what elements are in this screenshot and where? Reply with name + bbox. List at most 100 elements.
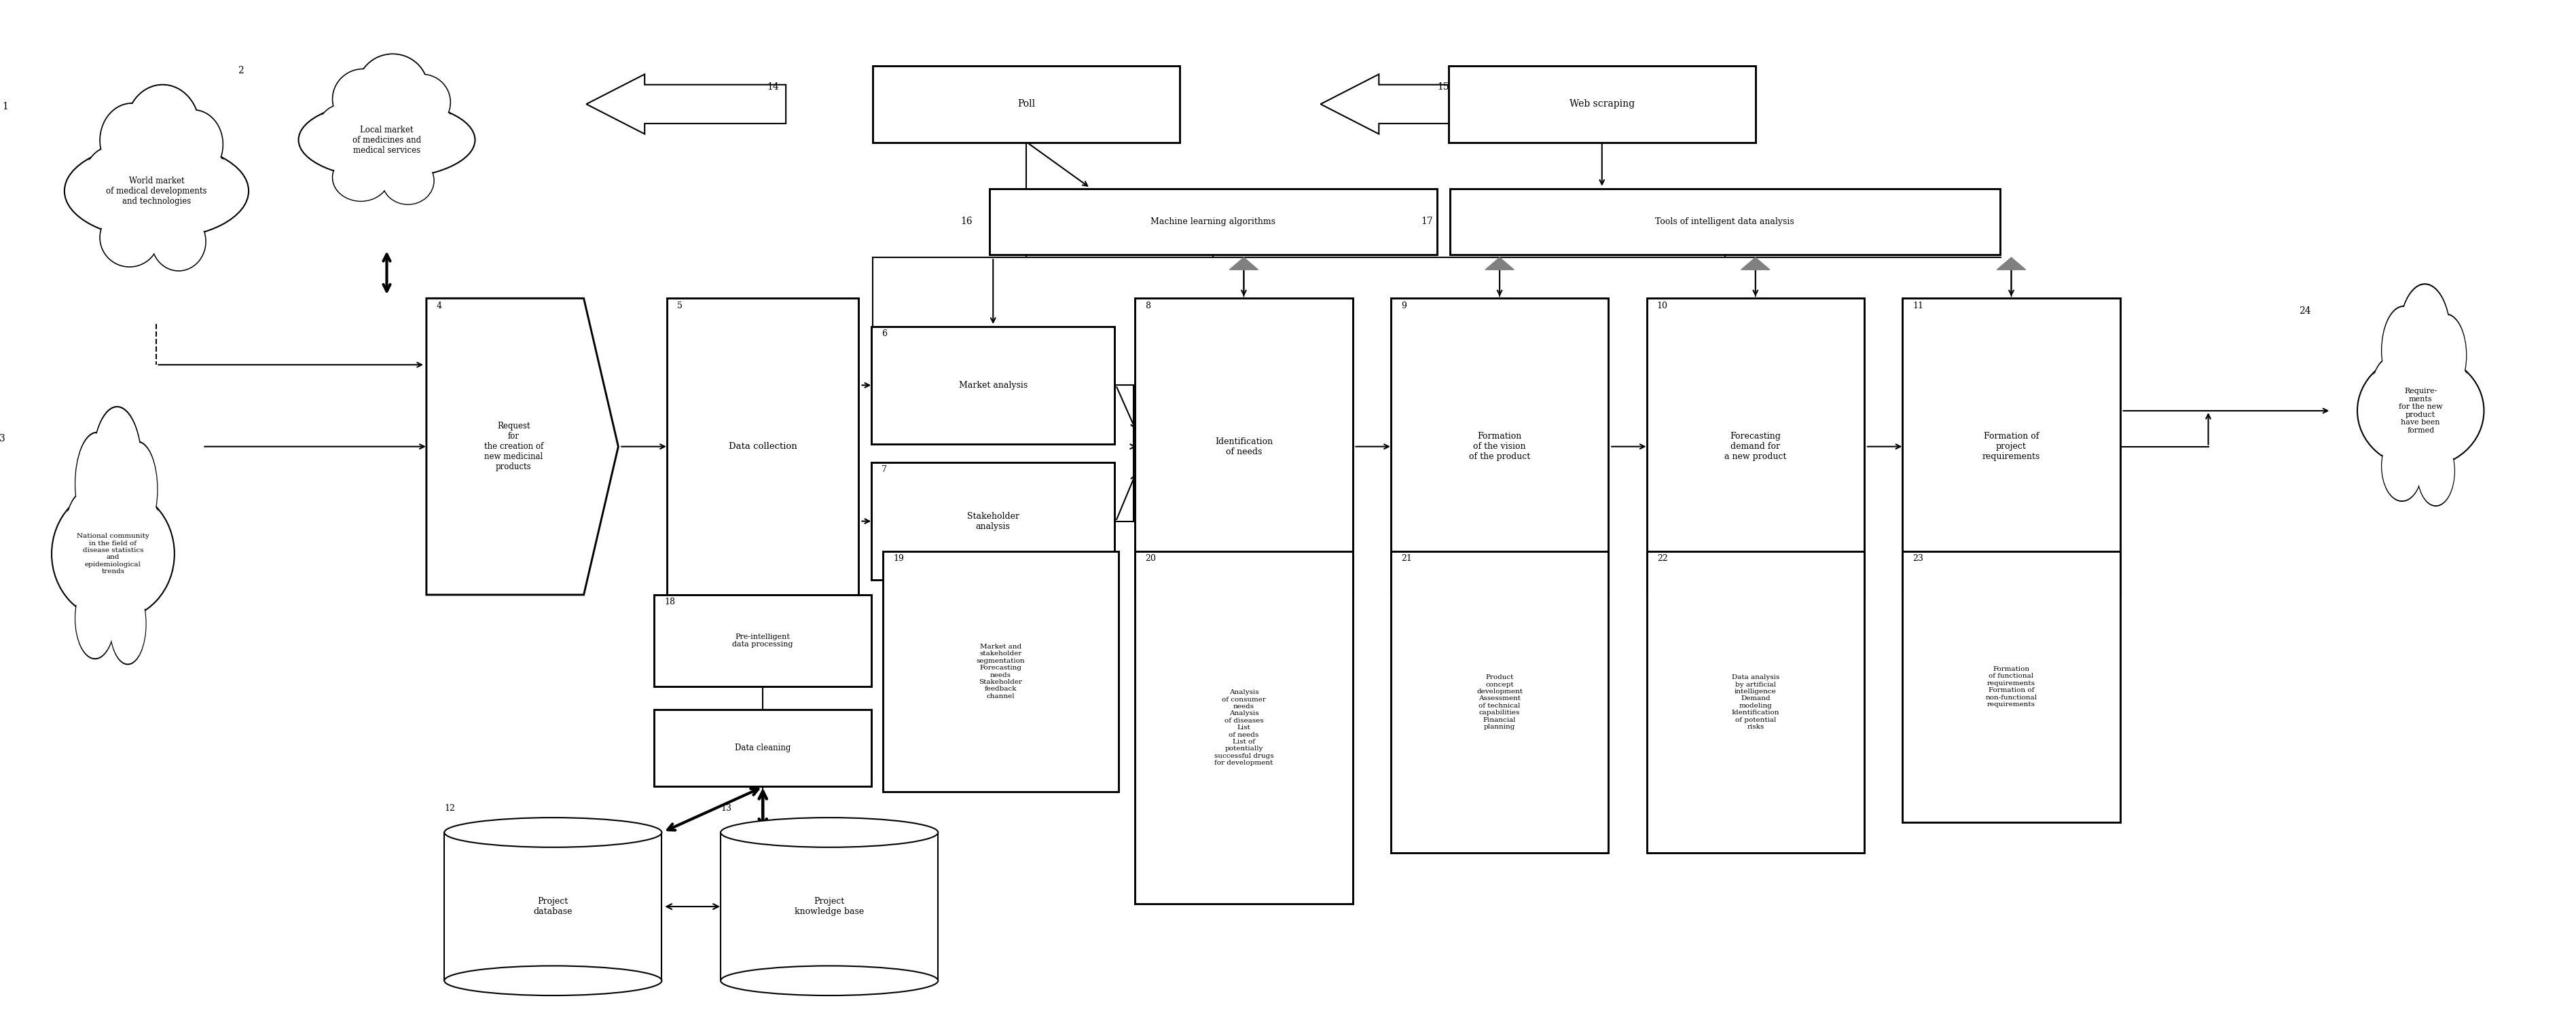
Ellipse shape [299,102,474,179]
Text: World market
of medical developments
and technologies: World market of medical developments and… [106,176,206,205]
Bar [989,189,1437,254]
Ellipse shape [2419,437,2455,505]
Text: 1: 1 [3,102,8,111]
Text: Formation of
project
requirements: Formation of project requirements [1984,432,2040,461]
Text: 24: 24 [2298,306,2311,316]
Ellipse shape [394,75,451,130]
Bar [1646,299,1865,595]
Ellipse shape [152,212,206,271]
Bar [1904,551,2120,822]
Ellipse shape [2401,285,2450,384]
Text: 22: 22 [1656,554,1667,563]
Ellipse shape [332,154,389,201]
Text: Local market
of medicines and
medical services: Local market of medicines and medical se… [353,125,420,155]
Ellipse shape [100,104,165,177]
Polygon shape [587,74,786,134]
Text: 18: 18 [665,598,675,606]
Text: Require-
ments
for the new
product
have been
formed: Require- ments for the new product have … [2398,388,2442,434]
Ellipse shape [721,965,938,995]
Ellipse shape [2416,436,2455,506]
Ellipse shape [317,106,368,164]
Text: Product
concept
development
Assessment
of technical
capabilities
Financial
plann: Product concept development Assessment o… [1476,674,1522,729]
Text: 4: 4 [438,302,443,310]
Text: 11: 11 [1914,302,1924,310]
Polygon shape [1741,258,1770,270]
Text: Market and
stakeholder
segmentation
Forecasting
needs
Stakeholder
feedback
chann: Market and stakeholder segmentation Fore… [976,643,1025,699]
Text: 3: 3 [0,434,5,443]
Ellipse shape [165,110,224,180]
Text: Forecasting
demand for
a new product: Forecasting demand for a new product [1723,432,1788,461]
Text: 8: 8 [1146,302,1151,310]
Ellipse shape [2398,284,2450,386]
Ellipse shape [52,487,175,620]
Text: 23: 23 [1914,554,1924,563]
Ellipse shape [443,965,662,995]
Text: 17: 17 [1422,216,1432,227]
Ellipse shape [410,107,459,162]
Text: 14: 14 [768,82,778,92]
Text: Data collection: Data collection [729,442,796,451]
Bar [654,710,871,787]
Bar [873,66,1180,143]
Ellipse shape [126,85,198,169]
Bar [1391,551,1607,853]
Bar [726,833,933,980]
Polygon shape [1229,258,1257,270]
Ellipse shape [332,155,389,200]
Ellipse shape [2383,306,2427,395]
Ellipse shape [67,145,245,237]
Ellipse shape [93,408,142,522]
Text: 7: 7 [881,466,886,474]
Ellipse shape [82,149,137,221]
Text: 12: 12 [443,803,456,813]
Ellipse shape [100,208,160,267]
Ellipse shape [2360,355,2483,466]
Ellipse shape [2437,361,2470,444]
Bar [1450,189,1999,254]
Ellipse shape [77,434,118,534]
Text: 21: 21 [1401,554,1412,563]
Ellipse shape [317,105,368,164]
Ellipse shape [301,103,471,177]
Ellipse shape [394,75,448,129]
Ellipse shape [384,158,433,203]
Ellipse shape [183,151,229,218]
Text: 2: 2 [237,66,245,76]
Ellipse shape [180,150,229,219]
Text: Pre-intelligent
data processing: Pre-intelligent data processing [732,633,793,648]
Ellipse shape [129,497,162,593]
Ellipse shape [54,489,173,618]
Ellipse shape [2383,432,2421,500]
Text: Formation
of functional
requirements
Formation of
non-functional
requirements: Formation of functional requirements For… [1986,666,2038,708]
Ellipse shape [129,499,162,591]
Ellipse shape [64,494,100,596]
Ellipse shape [2383,308,2424,394]
Polygon shape [1486,258,1515,270]
Bar [448,833,657,980]
Ellipse shape [2427,314,2465,396]
Text: National community
in the field of
disease statistics
and
epidemiological
trends: National community in the field of disea… [77,534,149,575]
Ellipse shape [118,441,157,538]
Bar [1136,299,1352,595]
Ellipse shape [412,108,456,161]
Text: Tools of intelligent data analysis: Tools of intelligent data analysis [1656,218,1795,226]
Ellipse shape [2370,360,2406,446]
Bar [871,463,1115,580]
Text: Web scraping: Web scraping [1569,100,1636,109]
Text: Poll: Poll [1018,100,1036,109]
Ellipse shape [381,157,433,204]
Ellipse shape [111,585,144,663]
Text: Market analysis: Market analysis [958,381,1028,390]
Ellipse shape [358,54,428,123]
Bar [443,832,662,981]
Bar [721,832,938,981]
Ellipse shape [93,406,142,524]
Ellipse shape [2370,358,2406,447]
Text: 10: 10 [1656,302,1667,310]
Text: Identification
of needs: Identification of needs [1216,437,1273,457]
Ellipse shape [165,111,222,177]
Ellipse shape [64,144,250,239]
Text: Project
database: Project database [533,897,572,916]
Text: 15: 15 [1437,82,1450,92]
Bar [1136,551,1352,904]
